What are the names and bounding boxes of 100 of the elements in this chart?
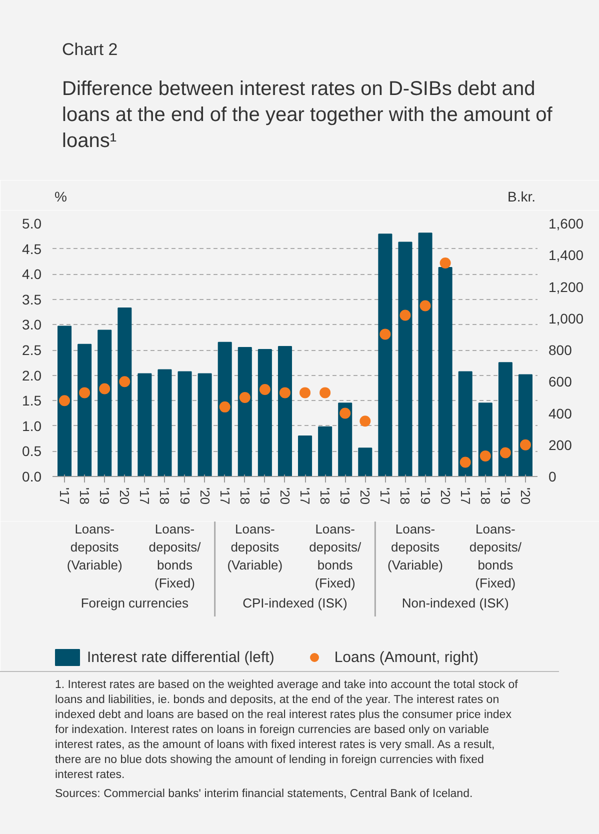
x-tick-label: '19 (418, 488, 433, 504)
y2-tick-label: 400 (548, 405, 572, 422)
bar (438, 267, 452, 476)
point (460, 456, 471, 468)
text: Loans- deposits/ bonds (Fixed) (469, 522, 522, 590)
x-tick-label: '20 (197, 488, 212, 504)
y2-tick-label: 1,200 (548, 278, 584, 295)
bar (238, 346, 252, 476)
x-tick-label: '20 (438, 488, 453, 504)
legend-label: Loans (Amount, right) (334, 648, 479, 666)
text: Loans- deposits/ bonds (Fixed) (148, 522, 202, 590)
bar (458, 371, 472, 476)
bar (278, 346, 292, 476)
x-tick-label: '20 (358, 488, 373, 504)
bar (358, 448, 372, 476)
point (340, 408, 351, 419)
bar (378, 234, 392, 476)
bar (518, 374, 532, 476)
y-tick-label: 4.0 (22, 266, 42, 282)
point (420, 300, 431, 312)
y2-tick-label: 200 (548, 436, 572, 453)
text: Non-indexed (ISK) (402, 596, 509, 610)
y-tick-label: 3.5 (22, 291, 42, 308)
bar (158, 369, 172, 476)
bar (58, 326, 72, 476)
text: Loans- deposits (Variable) (66, 522, 122, 572)
point (239, 392, 250, 403)
x-tick-label: '20 (117, 488, 132, 504)
y2-tick-label: 0 (548, 468, 556, 484)
y2-tick-label: 800 (548, 342, 572, 358)
text: Loans- deposits (Variable) (388, 522, 443, 572)
x-tick-label: '19 (338, 488, 353, 504)
bar (258, 348, 272, 476)
y2-tick-label: 1,600 (548, 216, 584, 232)
x-tick-label: '19 (177, 488, 192, 504)
bar (118, 308, 132, 476)
x-tick-label: '18 (318, 488, 333, 504)
point (320, 387, 331, 398)
bar (178, 371, 192, 476)
bar (498, 362, 512, 476)
bar (298, 436, 312, 476)
point (219, 401, 230, 412)
bar (398, 242, 412, 476)
y-tick-label: 1.5 (22, 392, 42, 409)
point (59, 395, 70, 406)
point (279, 387, 290, 398)
bar (338, 402, 352, 476)
point (300, 387, 311, 398)
x-tick-label: '19 (257, 488, 272, 504)
x-tick-label: '17 (298, 488, 313, 504)
point (500, 447, 511, 458)
bar (418, 232, 432, 476)
bar (78, 344, 92, 476)
x-tick-label: '17 (378, 488, 393, 504)
legend-label: Interest rate differential (left) (87, 648, 274, 666)
y-axis-title: % (54, 188, 67, 204)
point (400, 310, 411, 321)
x-tick-label: '20 (518, 488, 533, 504)
point (119, 376, 130, 388)
y-tick-label: 2.5 (22, 342, 42, 358)
x-tick-label: '18 (77, 488, 92, 504)
x-tick-label: '18 (157, 488, 172, 504)
source-note: Sources: Commercial banks' interim financial statements, Central Bank of Iceland. (55, 787, 474, 802)
y-tick-label: 3.0 (22, 316, 42, 333)
text: CPI-indexed (ISK) (242, 596, 348, 610)
y-tick-label: 0.0 (22, 468, 42, 484)
point (520, 439, 531, 450)
x-tick-label: '17 (57, 488, 72, 504)
x-tick-label: '19 (498, 488, 513, 504)
y2-tick-label: 1,000 (548, 310, 584, 326)
x-tick-label: '17 (137, 488, 152, 504)
x-tick-label: '18 (237, 488, 252, 504)
point (360, 416, 371, 427)
bar (98, 330, 112, 476)
point (480, 450, 491, 462)
y-tick-label: 1.0 (22, 418, 42, 434)
y2-tick-label: 600 (548, 374, 572, 390)
chart-title: Chart 2 (62, 39, 119, 61)
x-tick-label: '18 (478, 488, 493, 504)
y2-axis-title: B.kr. (507, 188, 536, 204)
x-tick-label: '20 (277, 488, 292, 504)
text: Loans- deposits/ bonds (Fixed) (309, 522, 362, 590)
point (99, 383, 110, 394)
bar (318, 426, 332, 476)
y2-tick-label: 1,400 (548, 247, 584, 264)
y-tick-label: 4.5 (22, 240, 42, 257)
y-tick-label: 5.0 (22, 216, 42, 232)
y-tick-label: 0.5 (22, 443, 42, 460)
bar (198, 373, 212, 476)
chart-subtitle: Difference between interest rates on D-SIBs debt and loans at the end of the year together with the amount of loans¹ (62, 77, 554, 154)
x-tick-label: '17 (217, 488, 232, 504)
bar (218, 342, 232, 476)
text: Loans- deposits (Variable) (227, 522, 283, 572)
point (259, 384, 270, 396)
point (380, 328, 391, 340)
x-tick-label: '18 (398, 488, 413, 504)
x-tick-label: '17 (458, 488, 473, 504)
point (440, 258, 451, 269)
text: 1. Interest rates are based on the weighted average and take into account the total stock of loans and liabilities, ie. bonds and deposits, at the end of the year. The interest rates on indexed debt and loans are based on the real interest rates plus the consumer price index for indexation. Interest rates on loans in foreign currencies are based only on variable interest rates, as the amount of loans with fixed interest rates is very small. As a result, there are no blue dots showing the amount of lending in foreign currencies with fixed interest rates. (55, 678, 519, 783)
text: Foreign currencies (80, 596, 189, 610)
